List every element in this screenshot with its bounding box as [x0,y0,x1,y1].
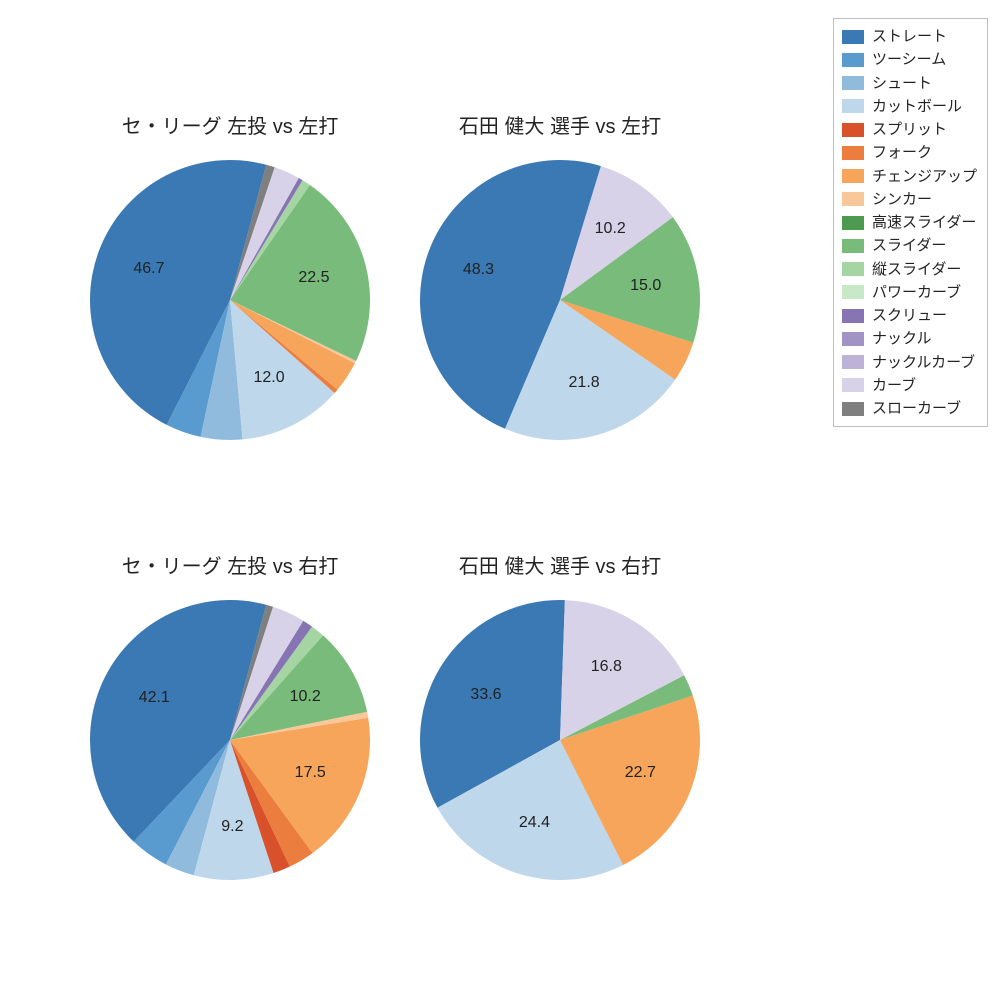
legend-swatch [842,169,864,183]
legend-row: 高速スライダー [842,211,977,234]
legend-swatch [842,30,864,44]
legend-label: ナックルカーブ [872,351,975,374]
legend-swatch [842,332,864,346]
legend-swatch [842,123,864,137]
pie-slice-label: 9.2 [221,818,243,836]
chart-title-top-right: 石田 健大 選手 vs 左打 [410,110,710,139]
pie-chart [88,158,372,442]
pie-slice-label: 46.7 [133,260,164,278]
legend-label: パワーカーブ [872,281,961,304]
legend-label: 縦スライダー [872,258,961,281]
legend-label: ナックル [872,327,932,350]
legend-swatch [842,76,864,90]
legend-swatch [842,216,864,230]
legend-swatch [842,262,864,276]
pie-slice-label: 15.0 [630,277,661,295]
legend-swatch [842,53,864,67]
legend-swatch [842,192,864,206]
legend-row: スローカーブ [842,397,977,420]
legend-label: スプリット [872,118,947,141]
legend-label: スクリュー [872,304,947,327]
legend-swatch [842,378,864,392]
legend-label: スライダー [872,234,946,257]
figure: セ・リーグ 左投 vs 左打 石田 健大 選手 vs 左打 セ・リーグ 左投 v… [0,0,1000,1000]
legend-swatch [842,285,864,299]
pie-slice-label: 22.5 [298,269,329,287]
pie-slice-label: 10.2 [290,688,321,706]
legend-label: チェンジアップ [872,165,977,188]
pie-slice-label: 10.2 [595,220,626,238]
legend-row: シンカー [842,188,977,211]
pie-slice-label: 22.7 [625,764,656,782]
legend-row: カーブ [842,374,977,397]
legend-label: スローカーブ [872,397,961,420]
legend-label: カットボール [872,95,962,118]
pie-slice-label: 12.0 [254,369,285,387]
chart-title-bottom-right: 石田 健大 選手 vs 右打 [410,550,710,579]
legend-swatch [842,99,864,113]
legend-label: カーブ [872,374,916,397]
pie-slice-label: 21.8 [569,374,600,392]
pie-slice-label: 17.5 [295,764,326,782]
legend-swatch [842,239,864,253]
legend-row: ツーシーム [842,48,977,71]
pie-chart [418,158,702,442]
legend-swatch [842,309,864,323]
pie-slice-label: 42.1 [139,689,170,707]
legend-label: ツーシーム [872,48,946,71]
legend-label: フォーク [872,141,932,164]
pie-chart [418,598,702,882]
legend-row: シュート [842,72,977,95]
legend-label: シュート [872,72,932,95]
legend-row: ナックル [842,327,977,350]
legend-row: 縦スライダー [842,258,977,281]
legend-row: スプリット [842,118,977,141]
legend: ストレートツーシームシュートカットボールスプリットフォークチェンジアップシンカー… [833,18,988,427]
chart-title-bottom-left: セ・リーグ 左投 vs 右打 [80,550,380,579]
pie-chart [88,598,372,882]
legend-row: スライダー [842,234,977,257]
chart-title-top-left: セ・リーグ 左投 vs 左打 [80,110,380,139]
legend-row: カットボール [842,95,977,118]
legend-label: シンカー [872,188,932,211]
pie-slice-label: 33.6 [470,686,501,704]
legend-swatch [842,355,864,369]
legend-label: ストレート [872,25,947,48]
legend-row: ナックルカーブ [842,351,977,374]
legend-row: フォーク [842,141,977,164]
pie-slice-label: 24.4 [519,814,550,832]
legend-swatch [842,402,864,416]
legend-swatch [842,146,864,160]
pie-slice-label: 48.3 [463,261,494,279]
legend-row: スクリュー [842,304,977,327]
legend-row: パワーカーブ [842,281,977,304]
legend-label: 高速スライダー [872,211,976,234]
legend-row: チェンジアップ [842,165,977,188]
legend-row: ストレート [842,25,977,48]
pie-slice-label: 16.8 [591,658,622,676]
